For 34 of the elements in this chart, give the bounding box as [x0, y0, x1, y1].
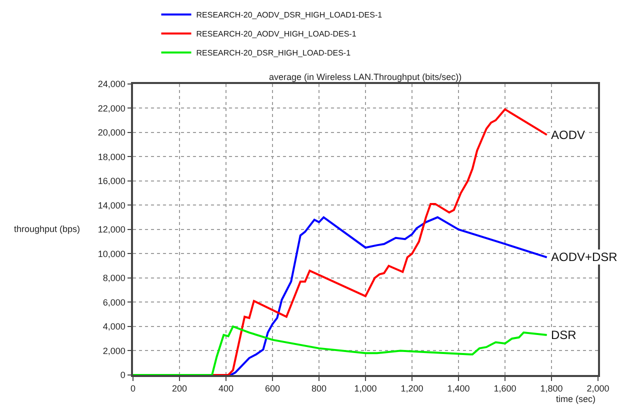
- y-tick-label: 20,000: [98, 128, 126, 138]
- y-tick-label: 14,000: [98, 200, 126, 210]
- x-axis-title: time (sec): [556, 394, 596, 404]
- line-series: [133, 325, 548, 375]
- annotation: AODV: [551, 128, 586, 142]
- y-tick-label: 18,000: [98, 152, 126, 162]
- x-tick-label: 200: [172, 384, 188, 394]
- x-tick-label: 1,000: [354, 384, 377, 394]
- y-tick-label: 2,000: [102, 346, 126, 356]
- y-tick-label: 4,000: [102, 322, 126, 332]
- x-tick-label: 1,600: [494, 384, 516, 394]
- y-tick-label: 6,000: [102, 297, 126, 308]
- y-tick-label: 16,000: [98, 176, 126, 186]
- legend-label: RESEARCH-20_DSR_HIGH_LOAD-DES-1: [196, 48, 352, 58]
- legend-label: RESEARCH-20_AODV_HIGH_LOAD-DES-1: [196, 30, 357, 39]
- x-tick-label: 2,000: [586, 384, 610, 394]
- annotation: AODV+DSR: [551, 250, 618, 264]
- x-tick-label: 1,800: [540, 384, 563, 394]
- y-tick-label: 22,000: [98, 103, 126, 114]
- y-tick-label: 12,000: [98, 224, 126, 235]
- x-tick-label: 800: [311, 384, 327, 394]
- chart-title: average (in Wireless LAN.Throughput (bits/sec)): [269, 72, 462, 82]
- annotation: DSR: [551, 328, 577, 342]
- y-tick-label: 24,000: [98, 79, 126, 89]
- x-tick-label: 1,400: [447, 384, 470, 394]
- y-tick-label: 8,000: [102, 273, 126, 284]
- x-tick-label: 0: [130, 384, 136, 394]
- y-tick-label: 10,000: [98, 248, 126, 259]
- y-axis-title: throughput (bps): [14, 224, 80, 234]
- x-tick-label: 400: [218, 384, 234, 394]
- x-tick-label: 600: [264, 384, 280, 394]
- x-tick-label: 1,200: [400, 384, 424, 394]
- legend-label: RESEARCH-20_AODV_DSR_HIGH_LOAD1-DES-1: [196, 10, 383, 20]
- y-tick-label: 0: [120, 370, 126, 380]
